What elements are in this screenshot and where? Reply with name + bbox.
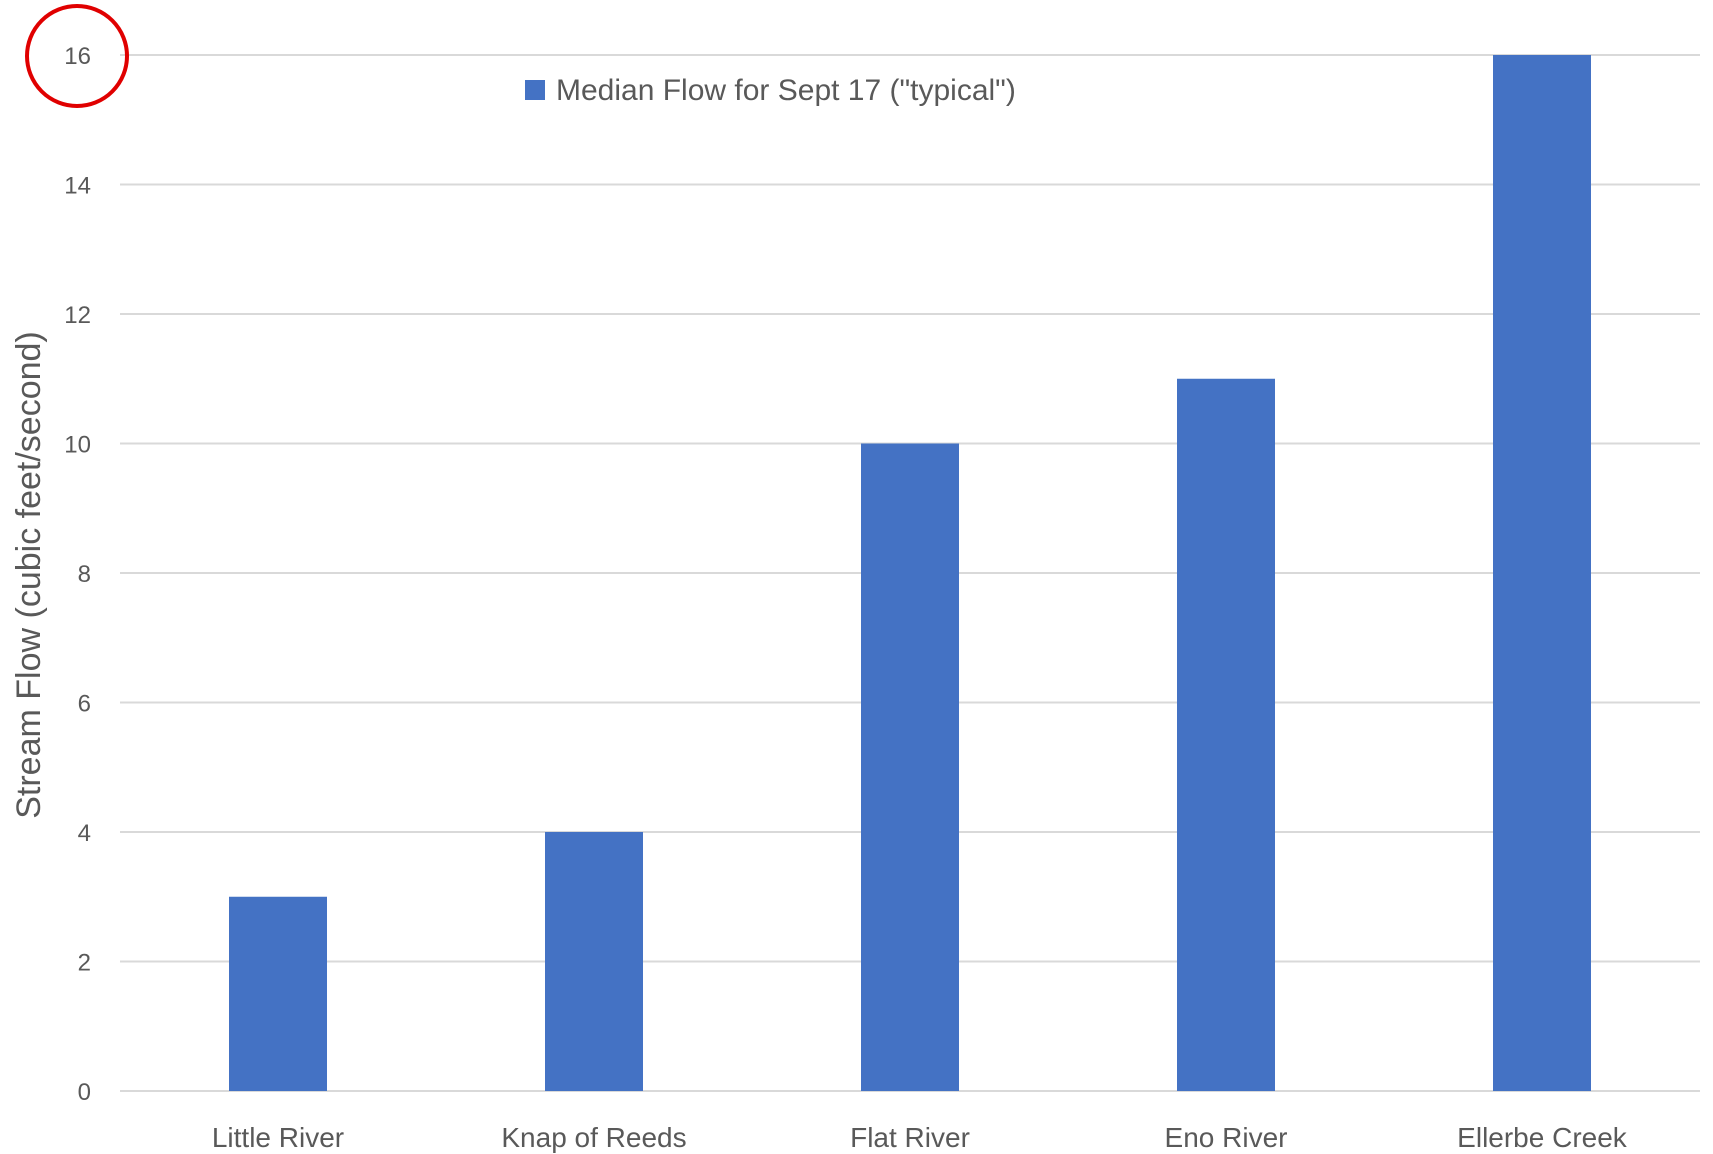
y-axis-title: Stream Flow (cubic feet/second) xyxy=(10,331,48,819)
bar xyxy=(1493,55,1591,1091)
x-tick-label: Eno River xyxy=(1165,1122,1288,1153)
bar xyxy=(861,443,959,1091)
y-tick-label: 6 xyxy=(78,691,91,718)
legend-label: Median Flow for Sept 17 ("typical") xyxy=(556,74,1016,107)
annotation-circle xyxy=(25,4,129,108)
bars xyxy=(229,55,1591,1091)
legend-swatch xyxy=(525,80,545,100)
x-tick-label: Flat River xyxy=(850,1122,970,1153)
bar xyxy=(1177,378,1275,1091)
y-tick-label: 16 xyxy=(64,43,91,70)
x-tick-label: Knap of Reeds xyxy=(501,1122,686,1153)
x-axis-labels: Little River Knap of Reeds Flat River Eno R… xyxy=(212,1122,1628,1153)
y-tick-label: 14 xyxy=(64,173,91,200)
legend: Median Flow for Sept 17 ("typical") xyxy=(525,74,1016,107)
bar xyxy=(229,896,327,1091)
x-tick-label: Little River xyxy=(212,1122,344,1153)
y-tick-label: 0 xyxy=(78,1079,91,1106)
y-tick-label: 4 xyxy=(78,820,91,847)
y-tick-label: 8 xyxy=(78,561,91,588)
y-axis-ticks: 0 2 4 6 8 10 12 14 16 xyxy=(64,43,91,1106)
y-tick-label: 2 xyxy=(78,950,91,977)
y-tick-label: 12 xyxy=(64,302,91,329)
x-tick-label: Ellerbe Creek xyxy=(1457,1122,1628,1153)
bar xyxy=(545,832,643,1091)
y-tick-label: 10 xyxy=(64,432,91,459)
